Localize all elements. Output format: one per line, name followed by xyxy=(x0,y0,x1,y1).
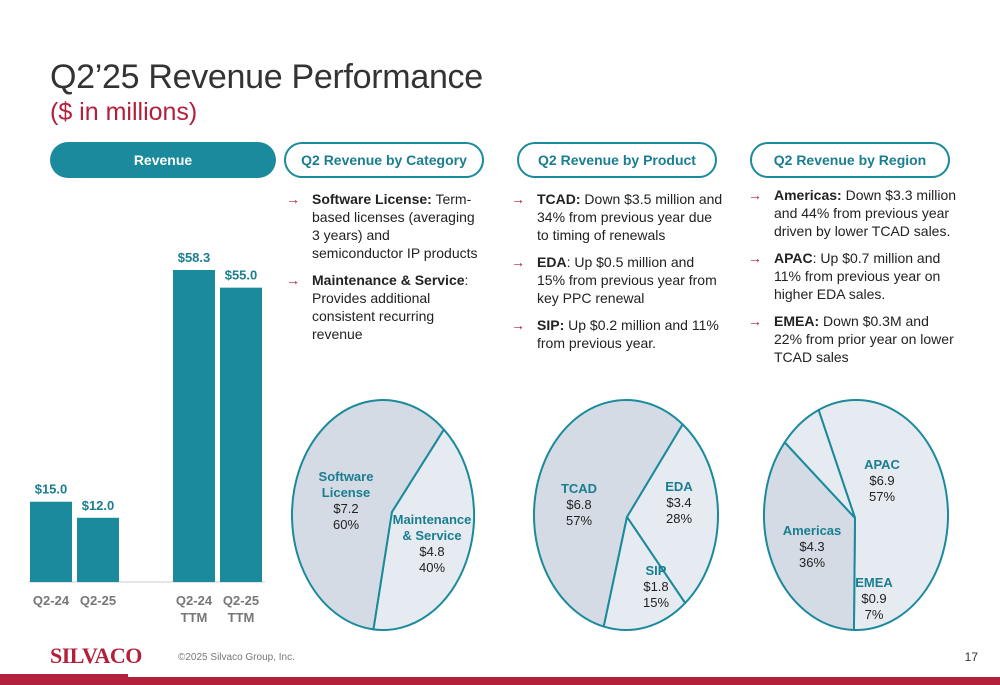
product-pill: Q2 Revenue by Product xyxy=(517,142,717,178)
pie-slice xyxy=(783,408,856,519)
bullet-bold: Americas: xyxy=(774,187,842,203)
pie-slice-label: TCAD xyxy=(561,481,597,496)
bullet-text: : Up $0.7 million and 11% from previous … xyxy=(774,250,941,302)
pie-slice xyxy=(626,423,719,605)
pie-slice xyxy=(602,516,687,631)
page-title: Q2’25 Revenue Performance xyxy=(50,58,483,96)
bullet-bold: SIP: xyxy=(537,317,565,333)
product-bullet: → EDA: Up $0.5 million and 15% from prev… xyxy=(509,253,725,307)
pie-slice-pct: 7% xyxy=(865,607,884,622)
revenue-pill: Revenue xyxy=(50,142,276,178)
pie-slice-label: Software xyxy=(319,469,374,484)
pie-slice-label: EMEA xyxy=(855,575,893,590)
bar-value-label: $55.0 xyxy=(225,268,258,283)
bar-tick-label: Q2-24 xyxy=(33,593,70,608)
pie-slice-pct: 60% xyxy=(333,517,359,532)
pie-slice-label: EDA xyxy=(665,479,693,494)
page-subtitle: ($ in millions) xyxy=(50,98,198,126)
arrow-icon: → xyxy=(286,272,300,288)
pie-slice-pct: 57% xyxy=(869,489,895,504)
product-bullet: → TCAD: Down $3.5 million and 34% from p… xyxy=(509,190,725,244)
bar-tick-label: Q2-24 xyxy=(176,593,213,608)
bullet-bold: EDA xyxy=(537,254,567,270)
bullet-bold: Maintenance & Service xyxy=(312,272,465,288)
category-pill: Q2 Revenue by Category xyxy=(284,142,484,178)
pie-slice-label: Maintenance xyxy=(393,512,472,527)
region-bullets: → Americas: Down $3.3 million and 44% fr… xyxy=(746,186,960,375)
category-bullet: → Software License: Term-based licenses … xyxy=(284,190,484,262)
arrow-icon: → xyxy=(511,317,525,333)
page-number: 17 xyxy=(964,650,978,664)
footer-bar xyxy=(0,677,1000,685)
category-bullets: → Software License: Term-based licenses … xyxy=(284,190,484,352)
pie-slice-pct: 15% xyxy=(643,595,669,610)
region-pill: Q2 Revenue by Region xyxy=(750,142,950,178)
footer-bar-accent xyxy=(0,674,128,685)
bar-value-label: $15.0 xyxy=(35,482,68,497)
bullet-bold: Software License: xyxy=(312,191,432,207)
pie-slice xyxy=(763,441,856,631)
arrow-icon: → xyxy=(748,187,762,203)
bullet-text: Up $0.2 million and 11% from previous ye… xyxy=(537,317,719,351)
bar-value-label: $12.0 xyxy=(82,498,115,513)
revenue-bar xyxy=(77,517,119,582)
pie-slice xyxy=(372,428,475,631)
bullet-bold: EMEA: xyxy=(774,313,820,329)
bar-tick-label: Q2-25 xyxy=(80,593,116,608)
pie-slice-pct: 40% xyxy=(419,560,445,575)
bullet-text: Down $3.5 million and 34% from previous … xyxy=(537,191,723,243)
category-bullet: → Maintenance & Service: Provides additi… xyxy=(284,271,484,343)
pie-slice-value: $4.3 xyxy=(799,539,824,554)
bar-tick-label: TTM xyxy=(228,610,255,625)
bullet-bold: TCAD: xyxy=(537,191,581,207)
bullet-text: Down $3.3 million and 44% from previous … xyxy=(774,187,957,239)
pie-slice-label: Americas xyxy=(783,523,842,538)
pie-slice-value: $6.8 xyxy=(566,497,591,512)
copyright: ©2025 Silvaco Group, Inc. xyxy=(178,652,295,663)
pie-slice-label: License xyxy=(322,485,370,500)
pie-slice-value: $7.2 xyxy=(333,501,358,516)
revenue-bar xyxy=(30,501,72,582)
bar-tick-label: TTM xyxy=(181,610,208,625)
bullet-text: : Up $0.5 million and 15% from previous … xyxy=(537,254,717,306)
region-bullet: → Americas: Down $3.3 million and 44% fr… xyxy=(746,186,960,240)
arrow-icon: → xyxy=(748,313,762,329)
arrow-icon: → xyxy=(511,254,525,270)
pie-slice-value: $4.8 xyxy=(419,544,444,559)
arrow-icon: → xyxy=(748,250,762,266)
revenue-bar xyxy=(220,287,262,582)
region-bullet: → EMEA: Down $0.3M and 22% from prior ye… xyxy=(746,312,960,366)
bullet-bold: APAC xyxy=(774,250,813,266)
region-bullet: → APAC: Up $0.7 million and 11% from pre… xyxy=(746,249,960,303)
revenue-bar xyxy=(173,270,215,582)
pie-slice-label: APAC xyxy=(864,457,900,472)
product-bullet: → SIP: Up $0.2 million and 11% from prev… xyxy=(509,316,725,352)
bar-tick-label: Q2-25 xyxy=(223,593,259,608)
pie-slice-pct: 57% xyxy=(566,513,592,528)
product-bullets: → TCAD: Down $3.5 million and 34% from p… xyxy=(509,190,725,361)
pie-slice-value: $6.9 xyxy=(869,473,894,488)
bullet-text: Down $0.3M and 22% from prior year on lo… xyxy=(774,313,954,365)
pie-slice xyxy=(291,399,445,631)
pie-slice-value: $0.9 xyxy=(861,591,886,606)
bullet-text: : Provides additional consistent recurri… xyxy=(312,272,469,342)
pie-slice-value: $3.4 xyxy=(666,495,691,510)
pie-slice xyxy=(533,399,684,628)
pie-slice-pct: 28% xyxy=(666,511,692,526)
pie-slice xyxy=(817,399,949,631)
pie-slice-pct: 36% xyxy=(799,555,825,570)
pie-slice-label: & Service xyxy=(402,528,461,543)
pie-slice-label: SIP xyxy=(646,563,667,578)
arrow-icon: → xyxy=(511,191,525,207)
bullet-text: Term-based licenses (averaging 3 years) … xyxy=(312,191,478,261)
arrow-icon: → xyxy=(286,191,300,207)
silvaco-logo: SILVACO xyxy=(50,643,142,668)
bar-value-label: $58.3 xyxy=(178,250,211,265)
pie-slice-value: $1.8 xyxy=(643,579,668,594)
